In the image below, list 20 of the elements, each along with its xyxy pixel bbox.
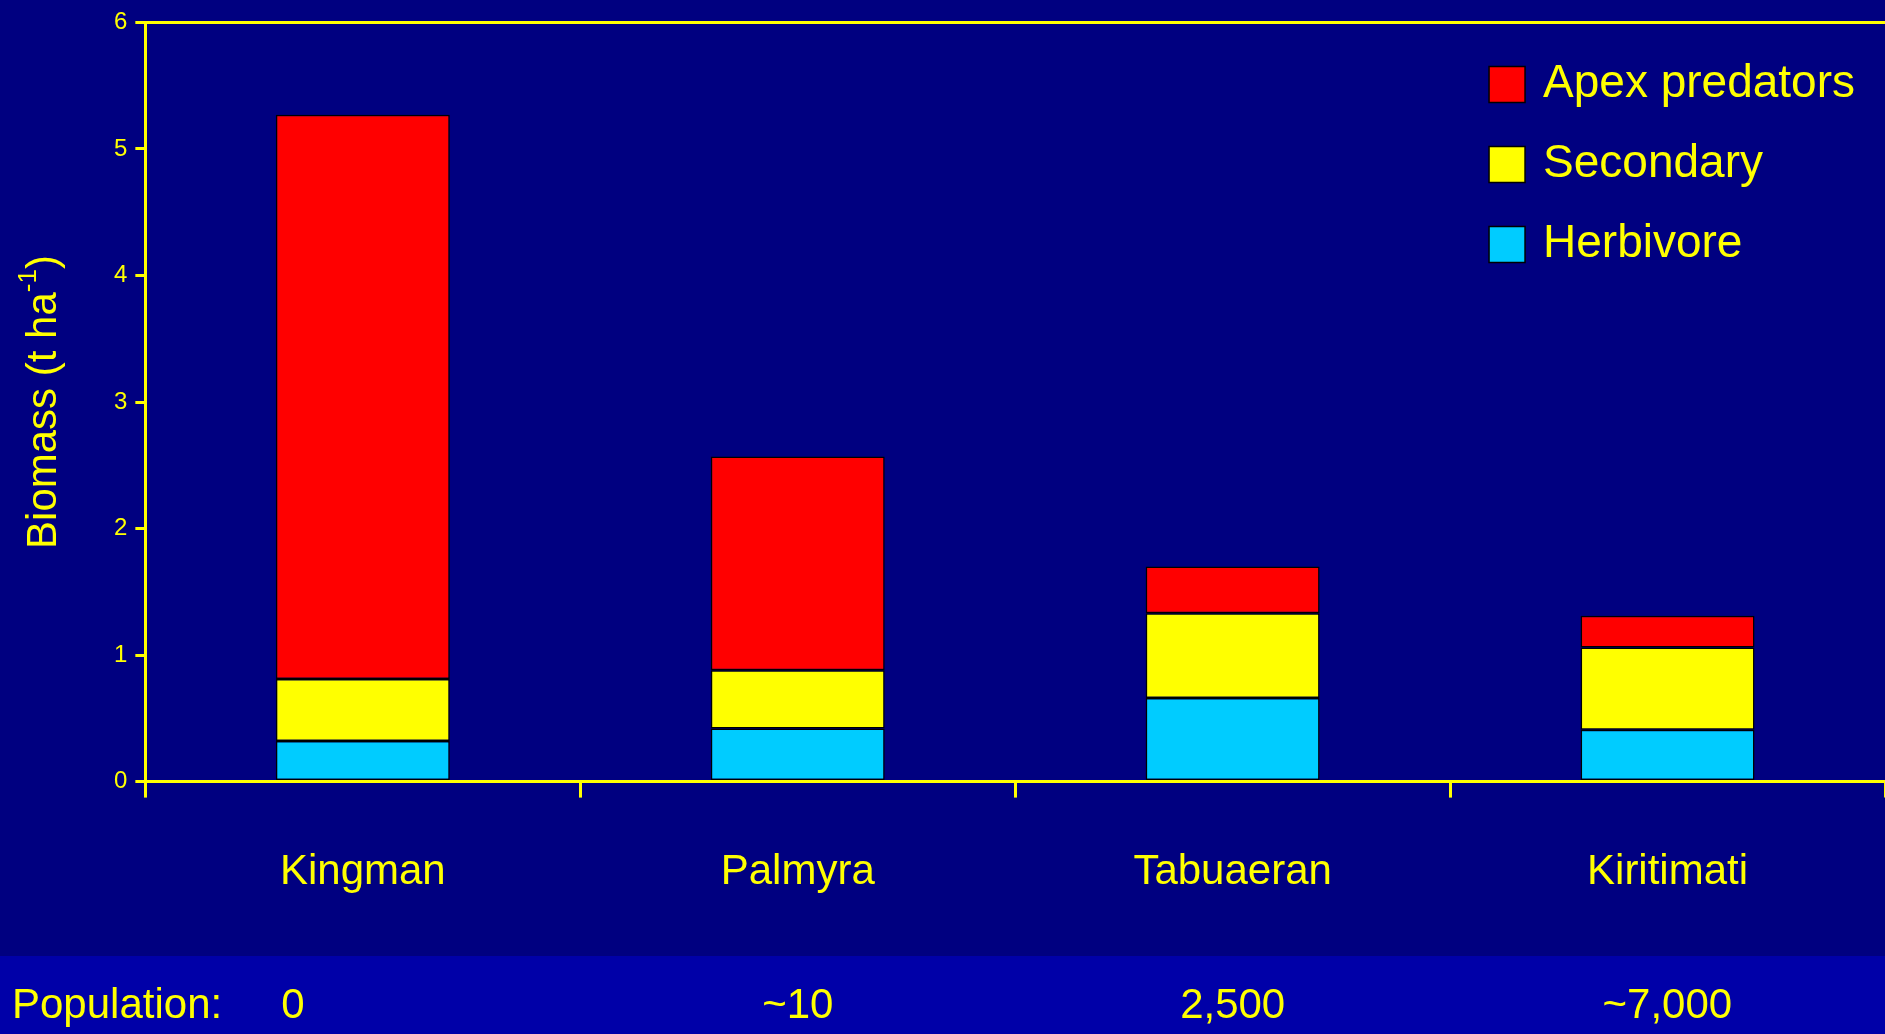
y-axis-title: Biomass (t ha-1) <box>12 255 65 549</box>
y-tick-label: 6 <box>113 7 128 35</box>
y-tick-label: 2 <box>113 513 128 541</box>
text: 0 <box>281 980 305 1028</box>
y-tick-label: 1 <box>113 639 128 667</box>
x-tick-label: Tabuaeran <box>1133 846 1332 894</box>
y-tick-label: 3 <box>113 386 128 414</box>
y-tick-label: 4 <box>113 260 128 288</box>
legend-label: Apex predators <box>1543 55 1856 108</box>
y-tick-label: 5 <box>113 133 128 161</box>
text: 2,500 <box>1180 980 1286 1028</box>
x-tick-label: Kingman <box>279 846 446 894</box>
legend-label: Herbivore <box>1543 215 1743 268</box>
x-tick-label: Kiritimati <box>1587 846 1749 894</box>
text: Population: <box>12 980 223 1028</box>
x-tick-label: Palmyra <box>720 846 876 894</box>
y-tick-label: 0 <box>113 766 128 794</box>
legend-label: Secondary <box>1543 135 1763 188</box>
text: ~7,000 <box>1602 980 1733 1028</box>
text: ~10 <box>762 980 834 1028</box>
